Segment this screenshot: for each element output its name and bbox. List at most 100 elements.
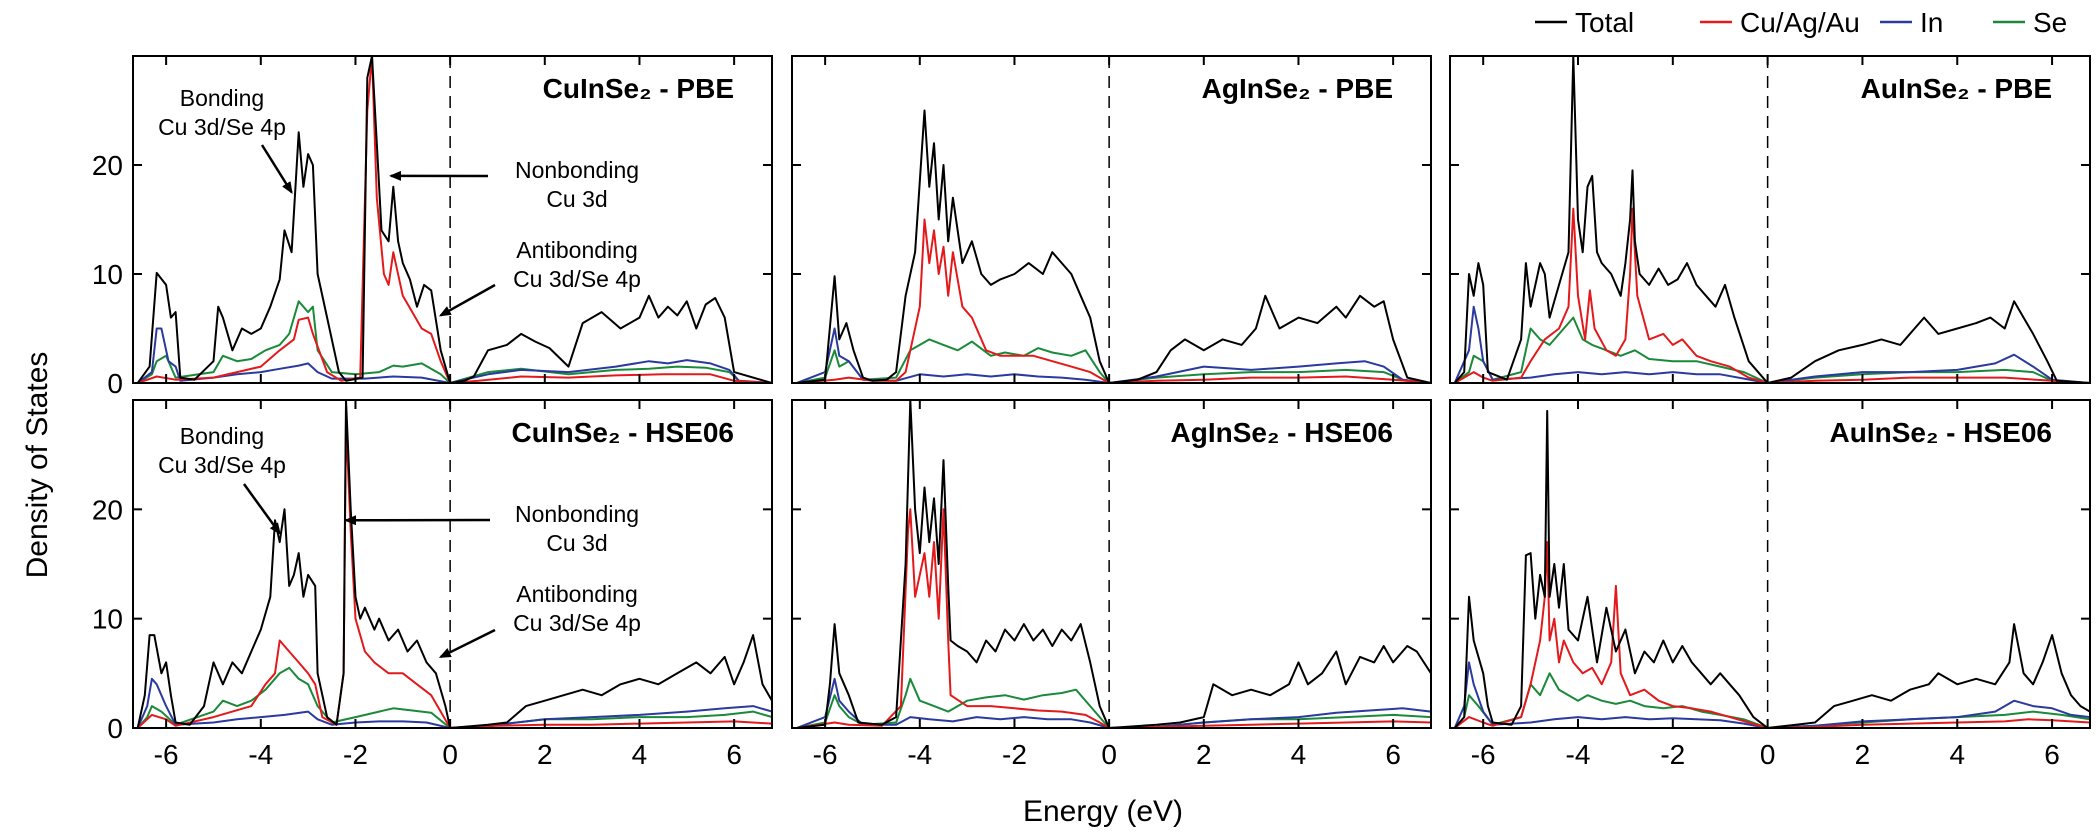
legend-label: In bbox=[1920, 7, 1943, 38]
plot-frame bbox=[791, 399, 1432, 729]
annotation-bonding: Bonding Cu 3d/Se 4p bbox=[158, 423, 286, 536]
panel-ag-pbe: AgInSe₂ - PBE bbox=[791, 55, 1432, 384]
series-line-total bbox=[136, 400, 772, 728]
series-group bbox=[796, 109, 1431, 383]
y-tick-label: 10 bbox=[92, 604, 123, 635]
annotation-line: Cu 3d bbox=[546, 186, 607, 212]
annotation-arrow bbox=[438, 283, 496, 317]
panel-title: AgInSe₂ - PBE bbox=[1202, 73, 1393, 104]
plot-frame bbox=[791, 55, 1432, 384]
series-line-in bbox=[796, 677, 1431, 728]
annotation-antibonding: Antibonding Cu 3d/Se 4p bbox=[438, 581, 641, 659]
annotation-line: Antibonding bbox=[516, 237, 638, 263]
legend-label: Se bbox=[2033, 7, 2067, 38]
x-tick-label: -2 bbox=[1002, 739, 1027, 770]
series-line-total bbox=[136, 56, 772, 383]
x-tick-label: 4 bbox=[632, 739, 648, 770]
x-tick-label: -6 bbox=[154, 739, 179, 770]
series-line-total bbox=[796, 109, 1431, 383]
panel-cu-pbe: 0 10 20 CuInSe₂ - PBE bbox=[92, 55, 773, 399]
legend-entry-se: Se bbox=[1993, 7, 2067, 38]
x-tick-label: 0 bbox=[1760, 739, 1776, 770]
series-line-in bbox=[1453, 661, 2090, 728]
x-tick-label: 6 bbox=[726, 739, 742, 770]
y-tick-label: 20 bbox=[92, 150, 123, 181]
panel-au-hse: -6 -4 -2 0 2 4 6 AuInSe₂ - HSE06 bbox=[1449, 399, 2091, 770]
annotation-arrow bbox=[438, 628, 496, 659]
series-group bbox=[136, 56, 772, 383]
x-tick-label: 6 bbox=[1385, 739, 1401, 770]
x-tick-label: -4 bbox=[1566, 739, 1591, 770]
legend-label: Cu/Ag/Au bbox=[1740, 7, 1860, 38]
series-line-in bbox=[136, 677, 772, 728]
plot-frame bbox=[132, 399, 773, 729]
series-line-total bbox=[796, 400, 1431, 728]
annotation-line: Bonding bbox=[180, 423, 264, 449]
panel-au-pbe: AuInSe₂ - PBE bbox=[1449, 55, 2091, 384]
annotation-line: Cu 3d bbox=[546, 530, 607, 556]
panel-cu-hse: -6 -4 -2 0 2 4 6 0 10 20 CuInSe₂ - HSE06 bbox=[92, 399, 773, 770]
panel-ag-hse: -6 -4 -2 0 2 4 6 AgInSe₂ - HSE06 bbox=[791, 399, 1432, 770]
y-tick-label: 20 bbox=[92, 494, 123, 525]
x-tick-label: 4 bbox=[1291, 739, 1307, 770]
annotation-line: Cu 3d/Se 4p bbox=[158, 114, 286, 140]
series-line-cu-ag-au bbox=[796, 218, 1431, 383]
annotation-bonding: Bonding Cu 3d/Se 4p bbox=[158, 85, 293, 194]
annotation-arrow bbox=[260, 144, 293, 194]
series-line-se bbox=[136, 666, 772, 728]
x-tick-label: 0 bbox=[1101, 739, 1117, 770]
annotation-antibonding: Antibonding Cu 3d/Se 4p bbox=[438, 237, 641, 317]
panel-title: CuInSe₂ - PBE bbox=[543, 73, 734, 104]
annotation-arrow bbox=[242, 483, 281, 536]
x-tick-label: 2 bbox=[1855, 739, 1871, 770]
annotation-line: Nonbonding bbox=[515, 157, 639, 183]
series-group bbox=[1453, 56, 2090, 383]
annotation-line: Bonding bbox=[180, 85, 264, 111]
x-tick-label: 2 bbox=[1196, 739, 1212, 770]
series-line-se bbox=[796, 677, 1431, 728]
plot-frame bbox=[132, 55, 773, 384]
series-line-total bbox=[1453, 409, 2090, 728]
y-axis-title: Density of States bbox=[21, 352, 54, 579]
x-tick-label: 2 bbox=[537, 739, 553, 770]
y-tick-label: 10 bbox=[92, 259, 123, 290]
x-tick-label: -4 bbox=[248, 739, 273, 770]
y-tick-label: 0 bbox=[107, 368, 123, 399]
x-tick-label: 0 bbox=[442, 739, 458, 770]
series-group bbox=[136, 400, 772, 728]
x-tick-label: -2 bbox=[1660, 739, 1685, 770]
panel-title: AuInSe₂ - PBE bbox=[1861, 73, 2052, 104]
panel-title: AgInSe₂ - HSE06 bbox=[1171, 417, 1394, 448]
series-group bbox=[1453, 409, 2090, 728]
panel-title: AuInSe₂ - HSE06 bbox=[1830, 417, 2053, 448]
plot-frame bbox=[1449, 55, 2091, 384]
series-line-total bbox=[1453, 56, 2090, 383]
series-line-in bbox=[796, 327, 1431, 383]
x-tick-label: -2 bbox=[343, 739, 368, 770]
x-tick-label: 6 bbox=[2044, 739, 2060, 770]
annotation-line: Antibonding bbox=[516, 581, 638, 607]
series-line-cu-ag-au bbox=[796, 508, 1431, 728]
series-line-in bbox=[1453, 305, 2090, 383]
annotation-line: Cu 3d/Se 4p bbox=[513, 610, 641, 636]
series-group bbox=[796, 400, 1431, 728]
x-tick-label: -4 bbox=[907, 739, 932, 770]
annotation-nonbonding: Nonbonding Cu 3d bbox=[388, 157, 639, 212]
x-tick-label: -6 bbox=[1471, 739, 1496, 770]
legend-entry-cu-ag-au: Cu/Ag/Au bbox=[1700, 7, 1860, 38]
annotation-nonbonding: Nonbonding Cu 3d bbox=[344, 501, 639, 556]
legend-entry-total: Total bbox=[1535, 7, 1634, 38]
legend-entry-in: In bbox=[1880, 7, 1943, 38]
legend-label: Total bbox=[1575, 7, 1634, 38]
series-line-se bbox=[137, 300, 772, 383]
panel-title: CuInSe₂ - HSE06 bbox=[512, 417, 735, 448]
plot-frame bbox=[1449, 399, 2091, 729]
series-line-cu-ag-au bbox=[1454, 207, 2090, 383]
annotation-line: Cu 3d/Se 4p bbox=[158, 452, 286, 478]
annotation-line: Cu 3d/Se 4p bbox=[513, 266, 641, 292]
legend: Total Cu/Ag/Au In Se bbox=[1535, 7, 2067, 38]
annotation-line: Nonbonding bbox=[515, 501, 639, 527]
x-tick-label: -6 bbox=[813, 739, 838, 770]
